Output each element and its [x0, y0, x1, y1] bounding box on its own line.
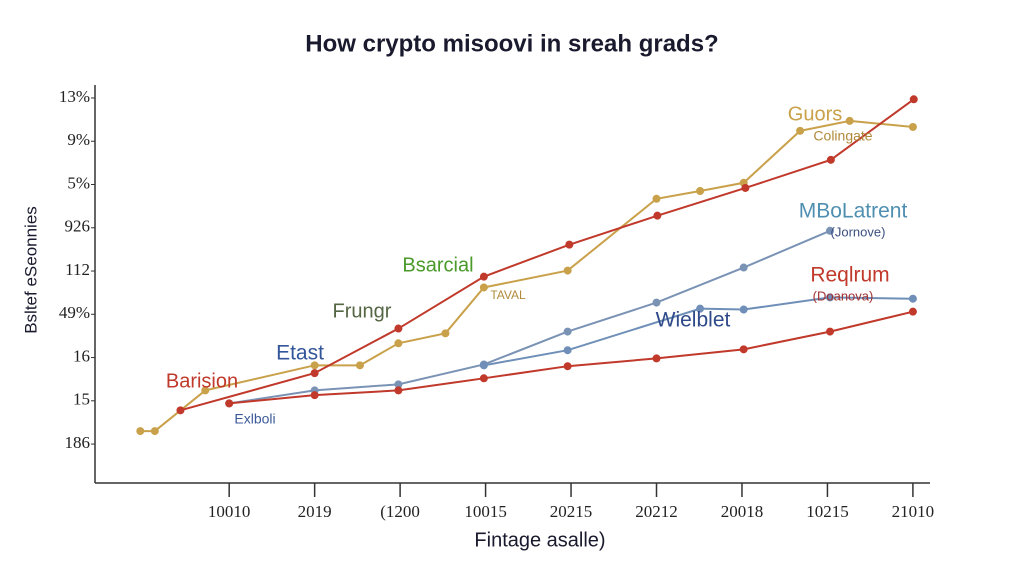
point — [176, 406, 185, 415]
annotation: Bsarcial — [402, 254, 473, 276]
point — [909, 95, 918, 104]
point — [908, 307, 917, 316]
point — [563, 266, 572, 275]
annotation: TAVAL — [490, 288, 526, 302]
x-tick-label: 10010 — [208, 502, 251, 521]
y-tick-label: 186 — [65, 433, 91, 452]
point — [652, 194, 661, 203]
point — [479, 272, 488, 281]
point — [739, 345, 748, 354]
x-tick-label: 20018 — [721, 502, 764, 521]
point — [563, 346, 572, 355]
annotation: (Doanova) — [813, 288, 874, 303]
x-tick-label: 10215 — [806, 502, 849, 521]
point — [826, 327, 835, 336]
point — [696, 186, 705, 195]
annotation: Barision — [166, 370, 238, 392]
point — [150, 427, 159, 436]
point — [394, 324, 403, 333]
annotation: Frungr — [333, 300, 392, 322]
point — [310, 369, 319, 378]
point — [652, 298, 661, 307]
point — [225, 399, 234, 408]
point — [826, 293, 835, 302]
point — [355, 361, 364, 370]
point — [653, 211, 662, 220]
series-line — [229, 229, 831, 405]
annotation: (Jornove) — [831, 224, 886, 239]
annotation: Guors — [788, 103, 842, 125]
point — [565, 240, 574, 249]
point — [563, 362, 572, 371]
point — [479, 283, 488, 292]
annotation: Etast — [276, 342, 324, 365]
point — [136, 427, 145, 436]
point — [310, 361, 319, 370]
y-tick-label: 49% — [59, 303, 90, 322]
chart-title: How crypto misoovi in sreah grads? — [305, 30, 718, 57]
series-line — [140, 119, 914, 433]
point — [394, 339, 403, 348]
point — [741, 183, 750, 192]
x-tick-label: 20212 — [635, 502, 678, 521]
annotation: Wielblet — [656, 309, 731, 332]
y-tick-label: 926 — [65, 217, 91, 236]
annotation: MBoLatrent — [799, 200, 908, 223]
point — [739, 305, 748, 314]
x-tick-label: 20215 — [550, 502, 593, 521]
y-tick-label: 112 — [65, 260, 90, 279]
point — [563, 327, 572, 336]
series-line — [483, 296, 913, 367]
point — [908, 294, 917, 303]
y-tick-label: 9% — [67, 130, 90, 149]
point — [479, 374, 488, 383]
x-tick-label: 10015 — [464, 502, 507, 521]
point — [394, 386, 403, 395]
point — [394, 380, 403, 389]
point — [479, 361, 488, 370]
point — [696, 304, 705, 313]
y-axis-label: Bsltef eSeonnies — [21, 206, 40, 334]
y-tick-label: 13% — [59, 87, 90, 106]
x-tick-label: (1200 — [380, 502, 420, 521]
annotation: Colingate — [813, 128, 872, 144]
point — [441, 329, 450, 338]
x-tick-label: 21010 — [892, 502, 935, 521]
y-tick-label: 16 — [73, 346, 90, 365]
x-axis-label: Fintage asalle) — [474, 529, 605, 551]
point — [908, 122, 917, 131]
point — [826, 155, 835, 164]
x-tick-label: 2019 — [298, 502, 332, 521]
y-tick-label: 15 — [73, 390, 90, 409]
point — [845, 116, 854, 125]
point — [310, 391, 319, 400]
point — [826, 226, 835, 235]
annotation: Exlboli — [234, 411, 275, 427]
point — [739, 263, 748, 272]
annotation: Reqlrum — [810, 264, 889, 287]
point — [796, 126, 805, 135]
point — [652, 354, 661, 363]
y-tick-label: 5% — [67, 173, 90, 192]
point — [201, 386, 210, 395]
